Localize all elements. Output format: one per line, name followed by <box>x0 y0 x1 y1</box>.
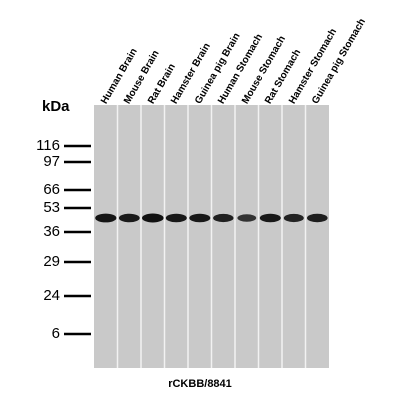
band-rat-stomach <box>259 213 281 223</box>
kda-axis-label: kDa <box>42 98 70 115</box>
marker-label: 6 <box>51 325 60 342</box>
band-human-brain <box>95 213 117 223</box>
marker-ticks <box>64 144 91 336</box>
marker-label: 116 <box>36 137 60 154</box>
band-rat-brain <box>142 213 164 223</box>
protein-bands <box>95 213 328 223</box>
band-hamster-brain <box>165 213 187 223</box>
marker-label: 24 <box>43 287 60 304</box>
marker-label: 53 <box>43 199 60 216</box>
marker-label: 36 <box>43 223 60 240</box>
band-hamster-stomach <box>283 213 304 223</box>
marker-label: 66 <box>43 181 60 198</box>
band-guinea-pig-stomach <box>307 213 328 223</box>
marker-label: 29 <box>43 253 60 270</box>
marker-label: 97 <box>43 153 60 170</box>
band-mouse-brain <box>118 213 140 223</box>
antibody-label: rCKBB/8841 <box>168 378 232 390</box>
band-mouse-stomach <box>237 214 257 222</box>
band-human-stomach <box>213 213 234 223</box>
band-guinea-pig-brain <box>189 213 211 223</box>
lane-separators <box>116 105 307 368</box>
